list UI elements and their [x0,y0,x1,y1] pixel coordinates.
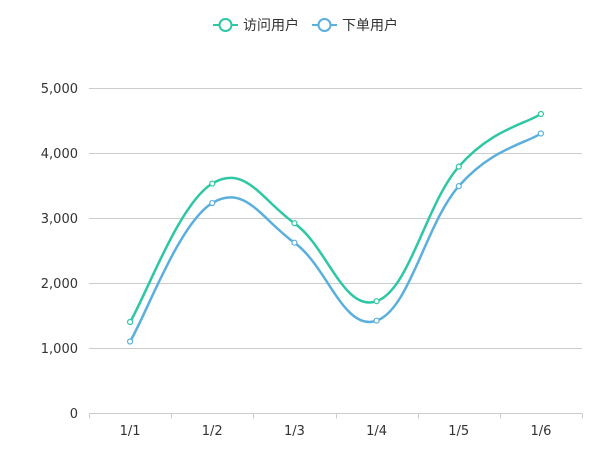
y-axis: 0 1,000 2,000 3,000 4,000 5,000 [41,82,78,422]
data-point[interactable] [537,110,545,118]
legend-circle-icon [317,18,332,32]
x-tick-label: 1/5 [448,424,469,439]
data-point[interactable] [126,318,134,326]
x-tick-label: 1/1 [120,424,141,439]
x-tick-label: 1/6 [530,424,551,439]
legend-circle-icon [218,18,233,32]
y-tick-label: 4,000 [41,147,78,162]
data-point[interactable] [373,298,380,305]
y-tick-label: 3,000 [41,212,78,227]
y-tick-label: 0 [70,407,78,422]
legend-label: 访问用户 [243,17,299,34]
series-0 [126,110,545,326]
x-tick-label: 1/4 [366,424,387,439]
data-point[interactable] [455,183,462,190]
x-tick-label: 1/3 [284,424,305,439]
y-tick-label: 5,000 [41,82,78,97]
legend-label: 下单用户 [342,17,398,34]
y-tick-label: 1,000 [41,342,78,357]
x-tick-label: 1/2 [202,424,223,439]
series-1 [126,130,545,345]
x-axis: 1/1 1/2 1/3 1/4 1/5 1/6 [89,413,583,439]
series-line [128,132,543,343]
legend-item[interactable]: 访问用户 [213,17,299,34]
y-tick-label: 2,000 [41,277,78,292]
legend[interactable]: 访问用户 下单用户 [213,17,398,34]
series-lines [126,110,545,345]
gridlines [89,88,582,349]
data-point[interactable] [537,130,545,137]
data-point[interactable] [291,220,298,227]
data-point[interactable] [373,317,380,324]
data-point[interactable] [209,199,216,207]
legend-item[interactable]: 下单用户 [312,17,398,34]
data-point[interactable] [455,163,462,170]
data-point[interactable] [126,338,134,345]
data-point[interactable] [291,239,298,246]
data-point[interactable] [209,180,216,187]
